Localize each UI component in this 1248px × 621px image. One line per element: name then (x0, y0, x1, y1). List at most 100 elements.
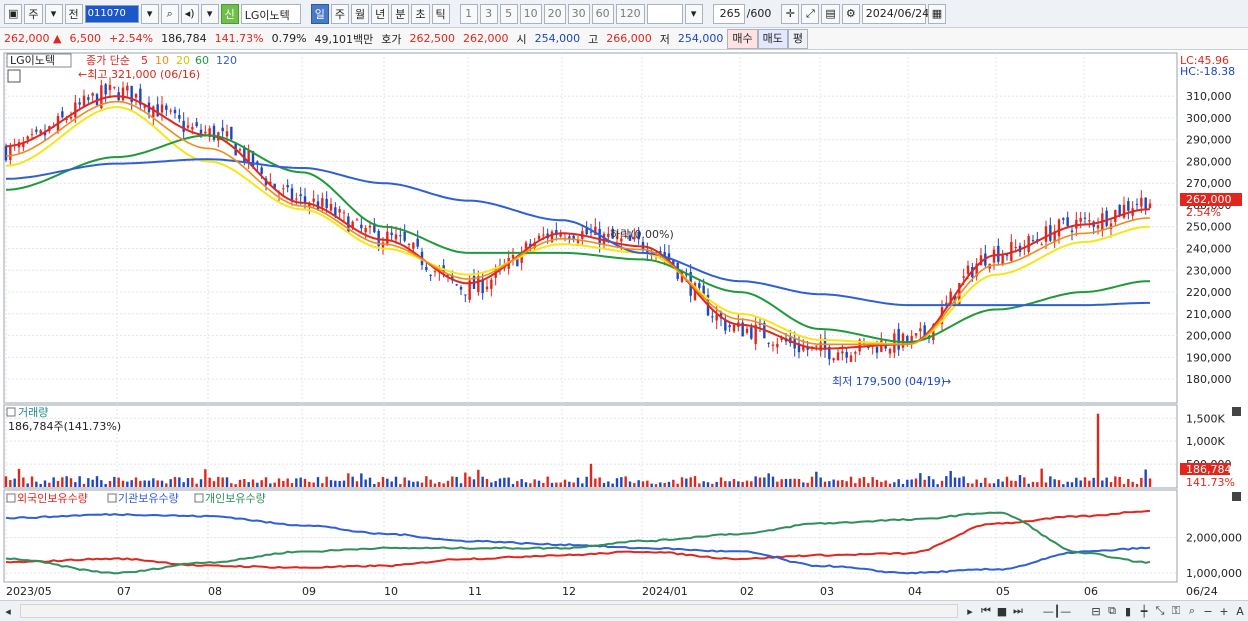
layout-icon[interactable]: ▣ (4, 3, 23, 24)
volume-bar (212, 481, 216, 487)
date-input[interactable]: 2024/06/24 (861, 3, 929, 24)
period-year-button[interactable]: 년 (371, 3, 390, 24)
stock-name-field[interactable]: LG이노텍 (240, 3, 301, 24)
crosshair-icon[interactable]: ✛ (781, 3, 800, 24)
legend-institution-toggle[interactable] (107, 493, 117, 503)
hc-label: HC:-18.38 (1180, 65, 1235, 78)
volume-bar (26, 483, 29, 487)
x-axis-label: 10 (384, 585, 398, 598)
close-icon[interactable] (1232, 407, 1241, 416)
interval-3-button[interactable]: 3 (479, 3, 498, 24)
chevron-down-icon[interactable]: ▾ (684, 3, 703, 24)
candle-body (26, 136, 29, 140)
interval-30-button[interactable]: 30 (567, 3, 590, 24)
buy-order-button[interactable]: 매수 (727, 28, 758, 49)
save-icon[interactable]: ▤ (821, 3, 840, 24)
font-size-icon[interactable]: A (1236, 604, 1244, 618)
volume-bar (984, 477, 987, 487)
candle-body (334, 207, 337, 217)
bar-chart-icon[interactable]: ▮ (1124, 604, 1132, 618)
volume-bar (1057, 480, 1061, 487)
volume-bar (269, 483, 272, 487)
stop-icon[interactable]: ■ (996, 604, 1008, 618)
horizontal-scrollbar[interactable] (20, 604, 958, 618)
stock-code-input[interactable] (84, 4, 139, 23)
legend-individual-toggle[interactable] (194, 493, 204, 503)
chevron-down-icon[interactable]: ▾ (200, 3, 219, 24)
close-icon[interactable] (1232, 492, 1241, 501)
interval-1-button[interactable]: 1 (459, 3, 478, 24)
volume-bar (446, 480, 450, 487)
x-axis-label: 06 (1084, 585, 1098, 598)
gear-icon[interactable]: ⚙ (841, 3, 860, 24)
period-second-button[interactable]: 초 (411, 3, 430, 24)
trend-icon[interactable]: ⤡ (1155, 604, 1165, 617)
volume-bar (234, 484, 237, 487)
search-icon[interactable]: ⌕ (160, 3, 179, 24)
eval-button[interactable]: 평 (787, 28, 809, 49)
rewind-icon[interactable]: ⏮ (981, 604, 991, 617)
lock-icon[interactable]: ⚿ (1171, 604, 1181, 617)
volume-bar (711, 483, 714, 487)
candle-body (1049, 225, 1052, 241)
scroll-right-icon[interactable]: ▸ (967, 604, 973, 618)
candle-body (719, 311, 723, 319)
period-month-button[interactable]: 월 (351, 3, 370, 24)
volume-bar (65, 476, 68, 487)
volume-bar (243, 479, 246, 487)
candle-body (945, 302, 948, 305)
volume-bar (758, 477, 762, 487)
layout-copy-icon[interactable]: ⧉ (1108, 604, 1116, 617)
volume-bar (303, 478, 307, 487)
x-axis-label: 2024/01 (642, 585, 688, 598)
zoom-slider[interactable]: —┃— (1042, 604, 1072, 618)
count-input[interactable]: 265 (712, 3, 745, 24)
zoom-out-icon[interactable]: − (1203, 604, 1213, 618)
volume-bar (858, 478, 861, 487)
table-icon[interactable] (7, 69, 21, 83)
scroll-left-icon[interactable]: ◂ (5, 604, 11, 618)
prev-button[interactable]: 전 (64, 3, 83, 24)
volume-bar (572, 482, 575, 487)
holding-panel-toggle[interactable] (6, 493, 16, 503)
chevron-down-icon[interactable]: ▾ (140, 3, 159, 24)
zoom-in-icon[interactable]: + (1219, 604, 1229, 618)
draw-tool-icon[interactable]: ⤢ (801, 3, 820, 24)
interval-5-button[interactable]: 5 (499, 3, 518, 24)
search-zoom-icon[interactable]: ⌕ (1188, 604, 1196, 617)
candle-body (390, 232, 393, 236)
stock-chart[interactable]: LG이노텍 종가 단순 5 10 20 60 120 ←최고 321,000 (… (0, 50, 1248, 603)
interval-20-button[interactable]: 20 (543, 3, 566, 24)
custom-interval-input[interactable] (646, 3, 683, 24)
interval-60-button[interactable]: 60 (591, 3, 614, 24)
fast-forward-icon[interactable]: ⏭ (1013, 604, 1023, 617)
layout-split-icon[interactable]: ⊟ (1091, 604, 1101, 618)
volume-panel-toggle[interactable] (6, 407, 16, 417)
candle-body (711, 316, 714, 318)
volume-bar (810, 476, 814, 487)
volume-bar (602, 482, 606, 487)
period-day-button[interactable]: 일 (310, 3, 329, 24)
price-y-tick: 230,000 (1186, 264, 1232, 277)
volume-bar (121, 480, 125, 487)
candle-body (1122, 204, 1126, 218)
calendar-icon[interactable]: ▦ (927, 3, 947, 24)
chevron-down-icon[interactable]: ▾ (44, 3, 63, 24)
chart-area[interactable]: LG이노텍 종가 단순 5 10 20 60 120 ←최고 321,000 (… (0, 50, 1248, 603)
volume-bar (494, 481, 497, 487)
period-week-button[interactable]: 주 (330, 3, 350, 24)
candle-body (412, 242, 415, 249)
period-minute-button[interactable]: 분 (391, 3, 410, 24)
interval-10-button[interactable]: 10 (519, 3, 542, 24)
sell-order-button[interactable]: 매도 (757, 28, 788, 49)
candle-chart-icon[interactable]: ┿ (1140, 604, 1148, 618)
period-tick-button[interactable]: 틱 (431, 3, 450, 24)
candle-body (542, 234, 545, 236)
volume-bar (1062, 484, 1065, 487)
volume-tag: 186,784 (1186, 463, 1232, 476)
speaker-icon[interactable]: ◂) (180, 3, 199, 24)
interval-120-button[interactable]: 120 (615, 3, 645, 24)
chart-type-button[interactable]: 주 (24, 3, 43, 24)
candle-body (672, 259, 675, 267)
high-label: 고 (588, 32, 599, 46)
